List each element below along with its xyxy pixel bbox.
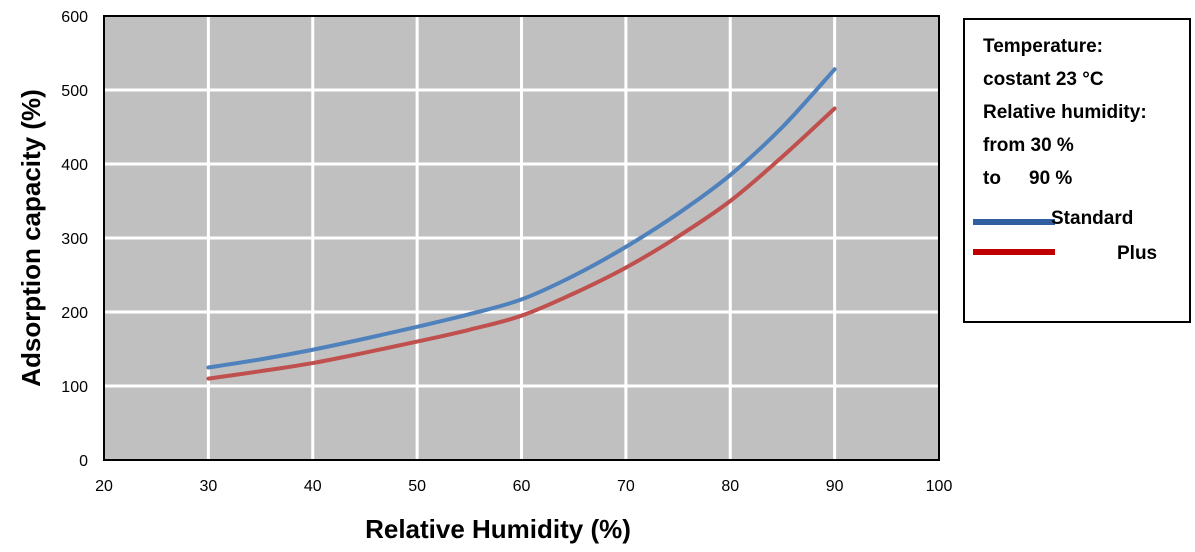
x-tick-label: 70 (617, 478, 635, 495)
series-line-standard (206, 67, 837, 370)
series-layer (206, 67, 837, 381)
x-tick-label: 100 (926, 478, 953, 495)
y-tick-label: 600 (61, 9, 88, 26)
y-tick-label: 400 (61, 157, 88, 174)
y-tick-label: 300 (61, 231, 88, 248)
legend-plus-label: Plus (1117, 243, 1158, 264)
legend-humidity-from: from 30 % (983, 135, 1074, 156)
legend-humidity-to-value: 90 % (1029, 168, 1073, 189)
legend-humidity-to: to (983, 168, 1001, 189)
legend-temperature-value: costant 23 °C (983, 69, 1104, 90)
x-tick-label: 80 (721, 478, 739, 495)
x-tick-label: 40 (304, 478, 322, 495)
grid (104, 16, 939, 460)
y-tick-labels: 0 100 200 300 400 500 600 (61, 9, 88, 470)
y-tick-label: 100 (61, 379, 88, 396)
x-tick-label: 90 (826, 478, 844, 495)
x-tick-label: 30 (199, 478, 217, 495)
legend-humidity-label: Relative humidity: (983, 102, 1147, 123)
x-axis-title: Relative Humidity (%) (365, 514, 631, 544)
series-line-plus (206, 106, 837, 381)
legend-box: Temperature: costant 23 °C Relative humi… (963, 18, 1191, 323)
y-tick-label: 500 (61, 83, 88, 100)
x-tick-label: 20 (95, 478, 113, 495)
legend-plus-line (973, 249, 1055, 255)
legend-standard-line (973, 219, 1055, 225)
legend-standard-label: Standard (1051, 208, 1134, 229)
x-tick-labels: 20 30 40 50 60 70 80 90 100 (95, 478, 952, 495)
y-tick-label: 200 (61, 305, 88, 322)
legend-temperature-label: Temperature: (983, 36, 1104, 57)
plot-border (103, 15, 940, 461)
x-tick-label: 50 (408, 478, 426, 495)
x-tick-label: 60 (513, 478, 531, 495)
y-axis-title: Adsorption capacity (%) (16, 89, 46, 387)
y-tick-label: 0 (79, 453, 88, 470)
